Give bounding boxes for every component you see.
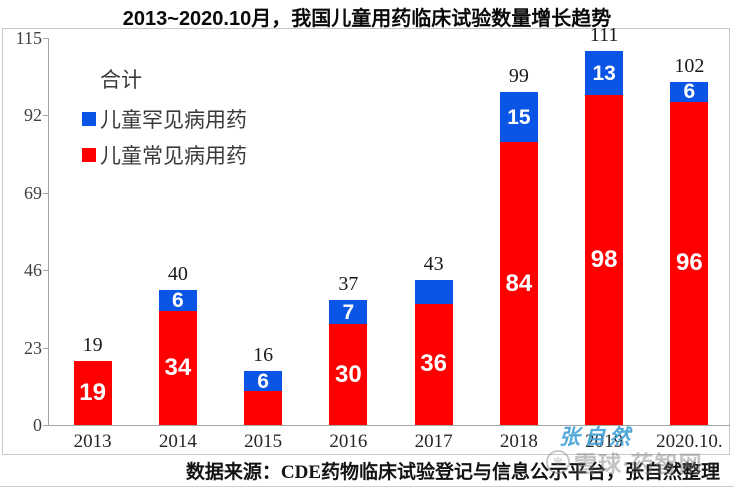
y-tick-label: 0 [33, 415, 42, 435]
y-tick-label: 69 [24, 182, 42, 203]
bar-segment-label-common: 34 [164, 353, 192, 381]
legend-label-common: 儿童常见病用药 [100, 144, 247, 168]
legend-item-common: 儿童常见病用药 [82, 140, 247, 170]
bar-segment-label-common: 96 [676, 249, 703, 277]
bar-total-label: 40 [167, 263, 188, 286]
legend-swatch-common [82, 148, 96, 162]
snowball-icon: ❄ [546, 450, 570, 474]
bar-segment-common: 36 [414, 303, 453, 425]
x-tick-label: 2020.10. [656, 431, 723, 452]
legend-item-rare: 儿童罕见病用药 [82, 104, 247, 134]
x-tick-label: 2013 [73, 431, 112, 452]
bar-segment-common: 84 [499, 142, 538, 425]
site-watermark: ❄ 雪球·药智网 [546, 445, 703, 479]
bar-total-label: 111 [589, 24, 619, 47]
y-tick [43, 347, 48, 349]
author-watermark: 张自然 [559, 425, 634, 449]
legend-total-label: 合计 [100, 68, 142, 92]
x-tick-label: 2018 [499, 431, 538, 452]
bar-total-label: 37 [338, 273, 359, 296]
bar-segment-label-rare: 15 [507, 105, 531, 129]
x-tick-label: 2019 [585, 431, 624, 452]
bar-total-label: 102 [674, 54, 705, 77]
bar-segment-rare: 6 [244, 369, 283, 393]
y-tick [43, 270, 48, 272]
y-tick-label: 115 [15, 28, 42, 48]
bar-total-label: 99 [508, 64, 529, 87]
legend-label-rare: 儿童罕见病用药 [100, 108, 247, 132]
x-tick-label: 2015 [244, 431, 283, 452]
y-tick [43, 38, 48, 39]
bar-segment-label-rare: 6 [683, 80, 696, 104]
bar-segment-label-common: 36 [420, 350, 447, 378]
bar-total-label: 43 [423, 253, 444, 276]
bar-segment-label-rare: 6 [257, 369, 269, 393]
bar-segment-common: 30 [329, 324, 368, 425]
bar-segment-rare: 15 [499, 91, 538, 143]
bar-segment-label-rare: 13 [592, 61, 616, 85]
bar-segment-rare: 6 [670, 80, 709, 104]
chart-title: 2013~2020.10月，我国儿童用药临床试验数量增长趋势 [122, 8, 612, 30]
x-tick-label: 2014 [158, 431, 197, 452]
bar-total-label: 19 [82, 334, 103, 357]
bar-segment-rare: 13 [585, 51, 624, 96]
bar-total-label: 16 [253, 344, 274, 367]
bar-segment-label-common: 19 [79, 379, 106, 407]
bar-segment-label-common: 84 [505, 269, 533, 297]
bar-segment-label-rare: 6 [172, 288, 184, 312]
bar-segment-common [244, 391, 283, 425]
bar-segment-label-rare: 7 [342, 300, 355, 324]
y-axis [48, 38, 49, 425]
y-tick [43, 115, 48, 117]
bar-segment-common: 19 [73, 361, 112, 425]
x-axis [48, 425, 730, 426]
y-tick-label: 92 [24, 105, 42, 126]
bar-segment-rare: 6 [158, 288, 197, 312]
x-tick-label: 2017 [414, 431, 453, 452]
bar-segment-rare: 7 [329, 300, 368, 325]
legend-swatch-rare [82, 112, 96, 126]
x-tick-label: 2016 [329, 431, 368, 452]
y-tick [43, 192, 48, 194]
y-tick-label: 46 [24, 260, 42, 281]
bar-segment-common: 98 [585, 95, 624, 425]
bar-segment-label-common: 30 [335, 360, 362, 388]
y-tick-label: 23 [24, 337, 42, 358]
bar-segment-common: 96 [670, 101, 709, 425]
data-source-text: 数据来源：CDE药物临床试验登记与信息公示平台，张自然整理 [185, 462, 720, 483]
bar-segment-label-common: 98 [590, 246, 618, 274]
bar-segment-common: 34 [158, 310, 197, 425]
bar-segment-rare [414, 280, 453, 304]
site-watermark-text: 雪球·药智网 [574, 452, 703, 477]
y-tick [43, 425, 48, 426]
